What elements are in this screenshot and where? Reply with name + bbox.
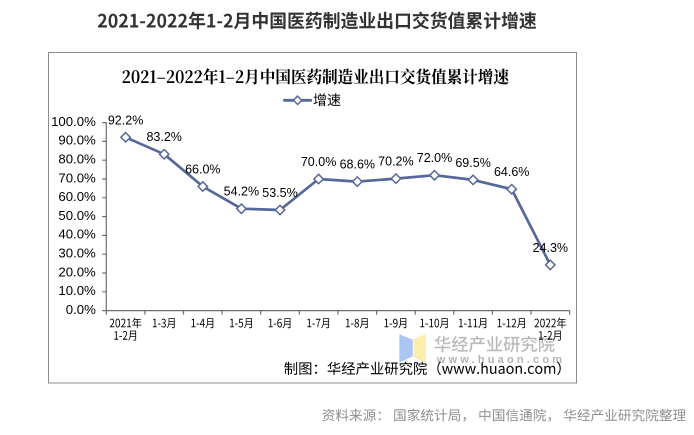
svg-text:50.0%: 50.0% (58, 208, 96, 223)
svg-text:100.0%: 100.0% (51, 114, 96, 129)
svg-text:60.0%: 60.0% (58, 189, 96, 204)
svg-text:70.0%: 70.0% (58, 170, 96, 185)
svg-text:10.0%: 10.0% (58, 283, 96, 298)
svg-text:30.0%: 30.0% (58, 246, 96, 261)
svg-text:64.6%: 64.6% (494, 165, 529, 179)
svg-text:54.2%: 54.2% (224, 185, 259, 199)
svg-text:24.3%: 24.3% (533, 241, 568, 255)
svg-text:40.0%: 40.0% (58, 227, 96, 242)
svg-text:92.2%: 92.2% (108, 113, 143, 127)
svg-text:70.0%: 70.0% (301, 155, 336, 169)
svg-text:83.2%: 83.2% (146, 130, 181, 144)
svg-text:90.0%: 90.0% (58, 133, 96, 148)
svg-text:70.2%: 70.2% (378, 155, 413, 169)
svg-text:20.0%: 20.0% (58, 264, 96, 279)
svg-text:72.0%: 72.0% (417, 151, 452, 165)
svg-text:66.0%: 66.0% (185, 163, 220, 177)
svg-text:68.6%: 68.6% (340, 158, 375, 172)
svg-text:80.0%: 80.0% (58, 152, 96, 167)
svg-text:69.5%: 69.5% (455, 156, 490, 170)
svg-text:0.0%: 0.0% (66, 302, 96, 317)
svg-text:www.huaon.com: www.huaon.com (436, 354, 566, 366)
svg-text:53.5%: 53.5% (262, 186, 297, 200)
